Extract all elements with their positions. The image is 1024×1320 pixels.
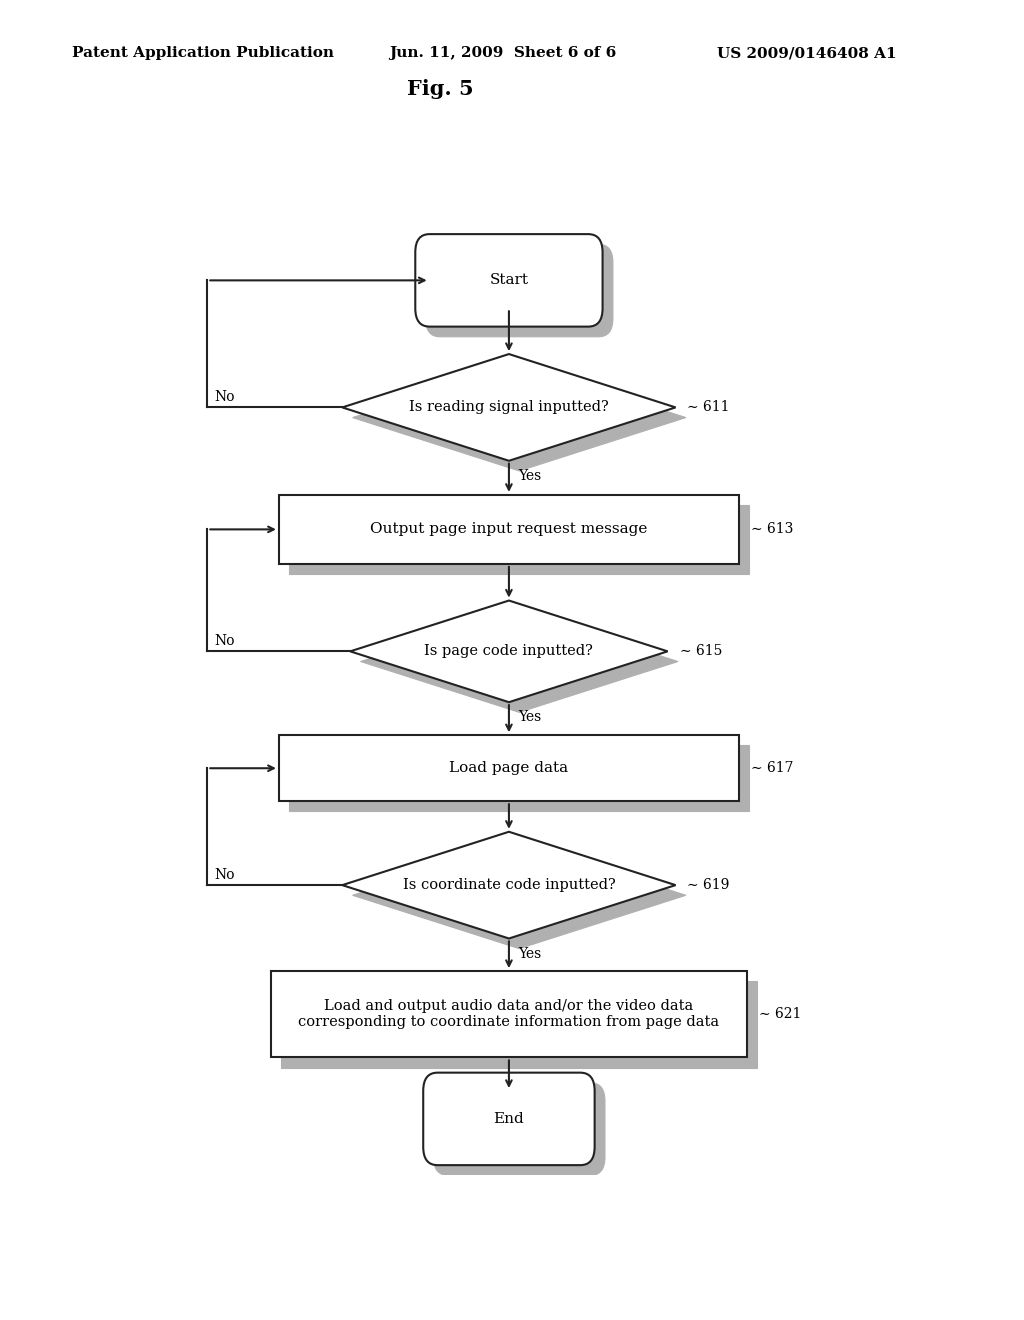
Text: Start: Start (489, 273, 528, 288)
Bar (279, 495, 739, 564)
Polygon shape (352, 364, 686, 471)
Text: Is coordinate code inputted?: Is coordinate code inputted? (402, 878, 615, 892)
Text: Jun. 11, 2009  Sheet 6 of 6: Jun. 11, 2009 Sheet 6 of 6 (389, 46, 616, 61)
Text: No: No (215, 634, 236, 648)
Text: ∼ 617: ∼ 617 (751, 762, 794, 775)
Text: End: End (494, 1111, 524, 1126)
Bar (282, 981, 758, 1068)
FancyBboxPatch shape (416, 234, 602, 326)
Text: Fig. 5: Fig. 5 (407, 79, 474, 99)
FancyBboxPatch shape (423, 1073, 595, 1166)
Text: Patent Application Publication: Patent Application Publication (72, 46, 334, 61)
Text: Yes: Yes (518, 710, 542, 725)
Text: Is reading signal inputted?: Is reading signal inputted? (409, 400, 609, 414)
Polygon shape (360, 611, 678, 713)
Text: Yes: Yes (518, 946, 542, 961)
Text: Load and output audio data and/or the video data
corresponding to coordinate inf: Load and output audio data and/or the vi… (298, 999, 720, 1030)
Polygon shape (350, 601, 668, 702)
Text: Output page input request message: Output page input request message (371, 523, 647, 536)
Polygon shape (342, 354, 676, 461)
Text: US 2009/0146408 A1: US 2009/0146408 A1 (717, 46, 896, 61)
Text: ∼ 619: ∼ 619 (687, 878, 730, 892)
FancyBboxPatch shape (433, 1082, 605, 1175)
Text: Is page code inputted?: Is page code inputted? (425, 644, 593, 659)
Text: No: No (215, 869, 236, 882)
FancyBboxPatch shape (426, 244, 613, 337)
Bar (289, 506, 750, 574)
Text: No: No (215, 391, 236, 404)
Text: ∼ 613: ∼ 613 (751, 523, 794, 536)
Text: ∼ 615: ∼ 615 (680, 644, 722, 659)
Text: ∼ 621: ∼ 621 (759, 1007, 802, 1022)
Bar (270, 972, 748, 1057)
Text: ∼ 611: ∼ 611 (687, 400, 730, 414)
Text: Yes: Yes (518, 469, 542, 483)
Bar (289, 746, 750, 812)
Polygon shape (352, 842, 686, 949)
Polygon shape (342, 832, 676, 939)
Text: Load page data: Load page data (450, 762, 568, 775)
Bar (279, 735, 739, 801)
